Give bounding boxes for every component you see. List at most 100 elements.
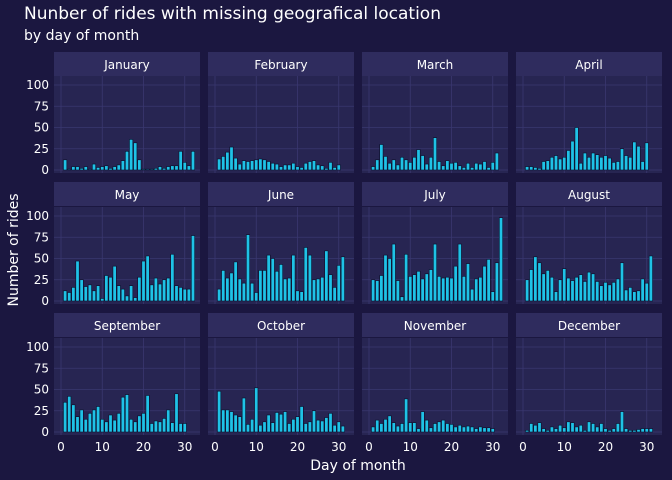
bar xyxy=(307,421,312,433)
bar xyxy=(541,273,546,302)
bar xyxy=(494,262,499,302)
bar xyxy=(566,277,571,302)
bar xyxy=(566,150,571,171)
bar xyxy=(408,162,413,171)
bar xyxy=(620,262,624,302)
bar xyxy=(287,164,292,171)
bar xyxy=(324,168,329,171)
bar xyxy=(570,280,575,302)
y-tick-label: 25 xyxy=(34,404,49,418)
bar xyxy=(129,285,134,302)
bar xyxy=(420,155,425,171)
bar xyxy=(554,155,558,171)
bar xyxy=(158,166,162,171)
bar xyxy=(125,295,129,302)
bar xyxy=(404,253,409,302)
x-tick-label: 30 xyxy=(177,440,192,454)
bar xyxy=(437,161,442,171)
bar xyxy=(371,426,376,433)
bar xyxy=(233,157,238,171)
bar xyxy=(533,256,538,302)
bar xyxy=(466,425,470,433)
facet-strip-label: May xyxy=(115,188,140,202)
bar xyxy=(274,163,279,171)
facet-strip xyxy=(362,52,508,76)
bar xyxy=(174,165,179,171)
bar xyxy=(283,164,288,171)
bar xyxy=(162,279,167,302)
bar xyxy=(574,127,579,171)
bar xyxy=(648,255,653,302)
bar xyxy=(404,159,409,171)
bar xyxy=(461,276,466,302)
panel-background xyxy=(516,338,662,435)
facet-strip-label: March xyxy=(417,58,454,72)
bar xyxy=(129,418,134,433)
bar xyxy=(570,422,575,433)
bar xyxy=(287,423,292,433)
bar xyxy=(162,168,167,171)
bar xyxy=(474,428,479,433)
bar xyxy=(71,287,76,302)
y-tick-label: 25 xyxy=(34,142,49,156)
bar xyxy=(603,281,608,302)
bar xyxy=(437,276,442,302)
facet-strip-label: February xyxy=(254,58,307,72)
x-tick-label: 0 xyxy=(365,440,373,454)
bar xyxy=(525,279,530,302)
bar xyxy=(324,250,329,302)
bar xyxy=(595,154,600,171)
bar xyxy=(537,422,542,433)
bar xyxy=(332,167,337,171)
bar xyxy=(96,167,101,171)
bar xyxy=(549,426,554,433)
bar xyxy=(283,278,288,302)
bar xyxy=(587,156,591,171)
bar xyxy=(250,160,255,171)
bar xyxy=(116,412,121,433)
bar xyxy=(558,279,563,302)
bar xyxy=(191,235,195,302)
bar xyxy=(112,166,117,171)
y-tick-label: 50 xyxy=(34,121,49,135)
bar xyxy=(316,419,321,433)
facet-strip-label: April xyxy=(575,58,602,72)
bar xyxy=(186,165,191,171)
bar xyxy=(391,243,396,302)
x-tick-label: 0 xyxy=(519,440,527,454)
bar xyxy=(620,411,624,433)
y-tick-label: 100 xyxy=(26,78,49,92)
bar xyxy=(599,423,604,433)
bar xyxy=(644,282,649,302)
bar xyxy=(486,259,491,302)
bar xyxy=(545,429,550,433)
bar xyxy=(433,137,437,171)
bar xyxy=(549,276,554,302)
bar xyxy=(383,418,388,433)
y-tick-label: 0 xyxy=(41,163,49,177)
bar xyxy=(478,426,483,433)
bar xyxy=(611,162,616,171)
bar xyxy=(445,423,450,433)
facet-strip xyxy=(208,182,354,206)
bar xyxy=(120,160,125,171)
y-tick-label: 0 xyxy=(41,294,49,308)
bar xyxy=(149,423,154,433)
x-tick-label: 20 xyxy=(290,440,305,454)
bar xyxy=(566,421,571,433)
bar xyxy=(291,418,296,433)
bar xyxy=(499,217,503,302)
facet-strip xyxy=(362,182,508,206)
bar xyxy=(486,167,491,171)
y-tick-label: 75 xyxy=(34,230,49,244)
bar xyxy=(191,151,195,171)
facet-strip-label: July xyxy=(423,188,446,202)
bar xyxy=(445,276,450,302)
bar xyxy=(541,161,546,171)
bar xyxy=(79,168,84,171)
bar xyxy=(545,270,550,302)
bar xyxy=(404,398,409,433)
bar xyxy=(424,273,429,302)
bar xyxy=(428,156,433,171)
